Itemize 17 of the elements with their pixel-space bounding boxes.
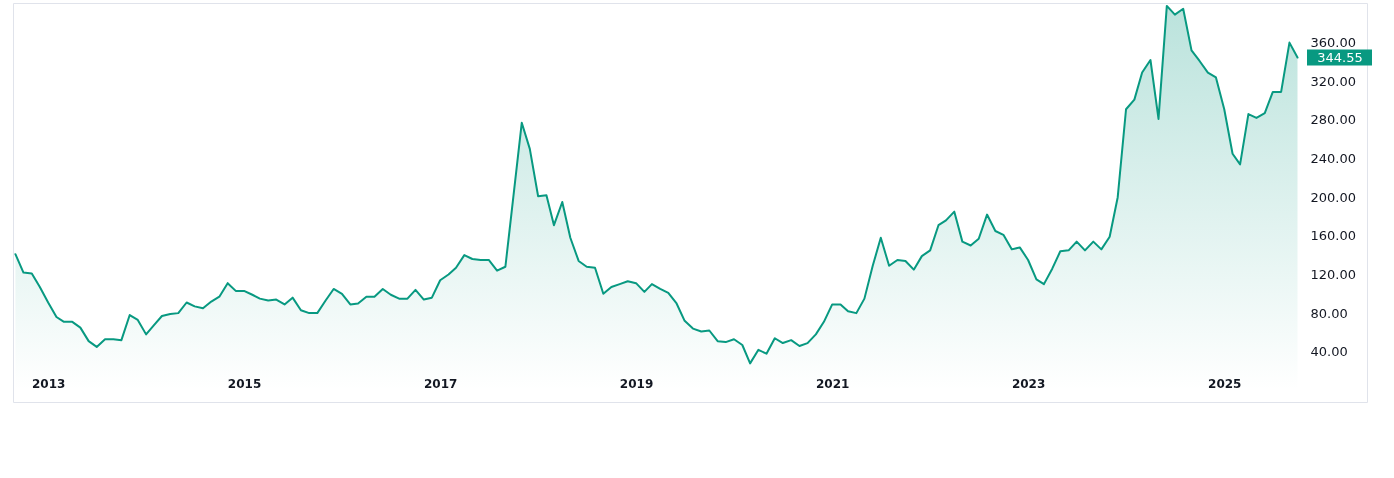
data-label: 344.55 xyxy=(1317,49,1363,65)
y-tick-label: 160.00 xyxy=(1310,228,1356,244)
x-tick-label: 2019 xyxy=(619,376,654,391)
x-tick-label: 2015 xyxy=(227,376,262,391)
y-tick-label: 280.00 xyxy=(1310,112,1356,128)
x-tick-label: 2023 xyxy=(1011,376,1046,391)
y-tick-label: 120.00 xyxy=(1310,266,1356,282)
x-tick-label: 2025 xyxy=(1208,376,1242,391)
y-tick-label: 200.00 xyxy=(1310,189,1356,205)
y-tick-label: 40.00 xyxy=(1310,344,1348,360)
y-tick-label: 80.00 xyxy=(1310,305,1348,321)
y-tick-label: 240.00 xyxy=(1310,151,1356,167)
y-tick-label: 360.00 xyxy=(1310,35,1356,51)
x-tick-label: 2017 xyxy=(423,376,458,391)
x-tick-label: 2021 xyxy=(816,376,850,391)
x-tick-label: 2013 xyxy=(31,376,66,391)
y-tick-label: 320.00 xyxy=(1310,73,1356,89)
